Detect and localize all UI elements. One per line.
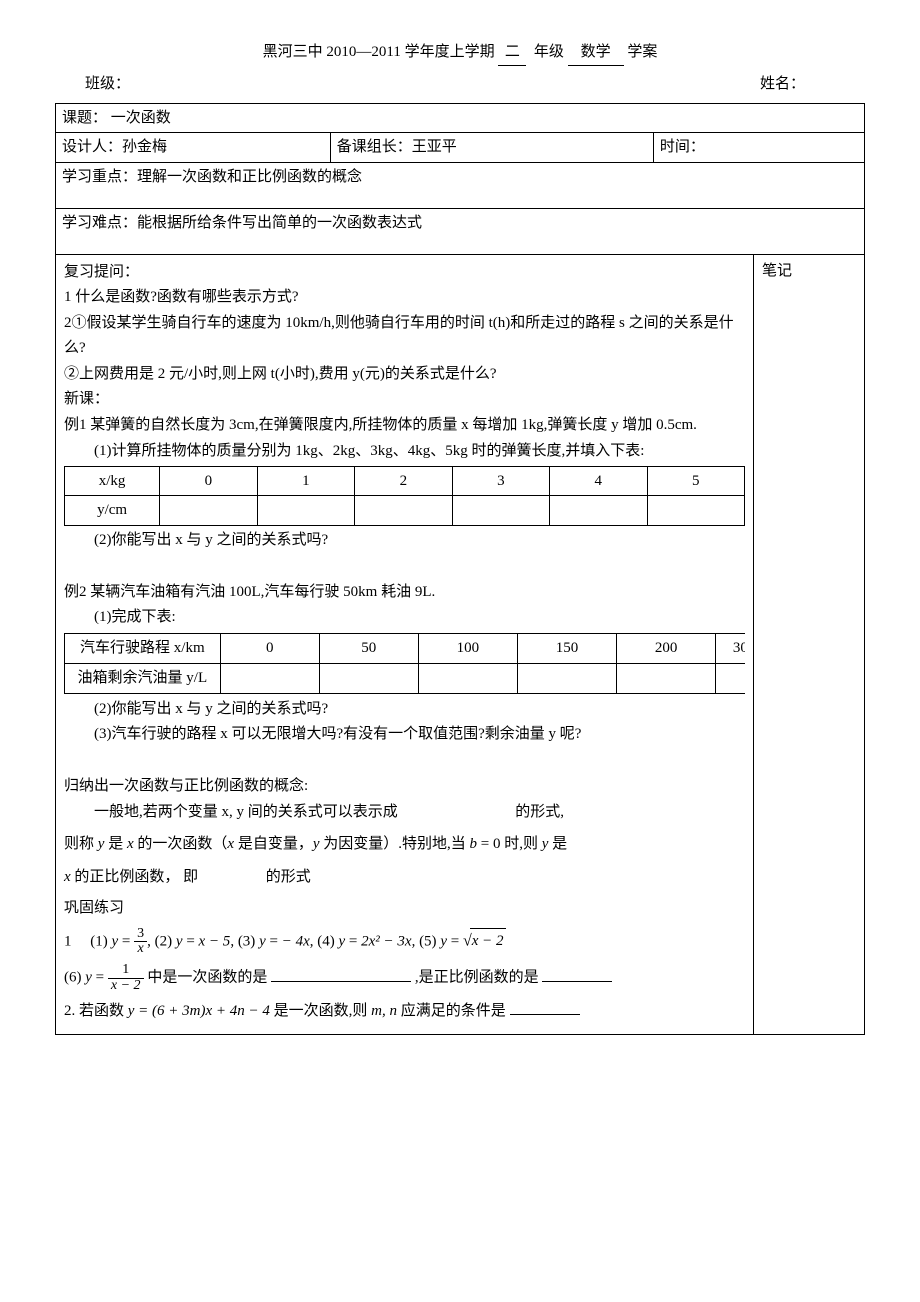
- meta-row: 设计人：孙金梅 备课组长：王亚平 时间：: [56, 133, 864, 163]
- t2-cell: 50: [319, 634, 418, 664]
- answer-blank[interactable]: [271, 981, 411, 982]
- t1-cell: 2: [355, 466, 452, 496]
- main-content-row: 复习提问： 1 什么是函数?函数有哪些表示方式? 2①假设某学生骑自行车的速度为…: [56, 255, 864, 1035]
- time-cell: 时间：: [654, 133, 864, 162]
- t2-r1-label: 汽车行驶路程 x/km: [65, 634, 221, 664]
- topic-label: 课题：: [62, 110, 107, 126]
- ex2-part1: (1)完成下表:: [64, 605, 745, 630]
- ex2-part3: (3)汽车行驶的路程 x 可以无限增大吗?有没有一个取值范围?剩余油量 y 呢?: [64, 722, 745, 747]
- fraction-icon: 3x: [134, 927, 147, 957]
- spring-table: x/kg 0 1 2 3 4 5 y/cm: [64, 466, 745, 527]
- practice-q1-line2: (6) y = 1x − 2 中是一次函数的是 ,是正比例函数的是: [64, 963, 745, 993]
- leader-cell: 备课组长：王亚平: [331, 133, 654, 162]
- answer-blank[interactable]: [542, 981, 612, 982]
- t2-cell: 0: [220, 634, 319, 664]
- ex2-intro: 例2 某辆汽车油箱有汽油 100L,汽车每行驶 50km 耗油 9L.: [64, 580, 745, 605]
- summary-line2: 则称 y 是 x 的一次函数（x 是自变量，y 为因变量）.特别地,当 b = …: [64, 832, 745, 857]
- fraction-icon: 1x − 2: [108, 963, 144, 993]
- notes-column: 笔记: [754, 255, 864, 1035]
- t2-cell: 150: [517, 634, 616, 664]
- summary-heading: 归纳出一次函数与正比例函数的概念:: [64, 774, 745, 799]
- table-row: 油箱剩余汽油量 y/L: [65, 663, 746, 693]
- keypoint-row: 学习重点：理解一次函数和正比例函数的概念: [56, 163, 864, 209]
- ex1-part1: (1)计算所挂物体的质量分别为 1kg、2kg、3kg、4kg、5kg 时的弹簧…: [64, 439, 745, 464]
- t1-cell: 1: [257, 466, 354, 496]
- student-info-row: 班级： 姓名：: [55, 72, 865, 97]
- practice-q2: 2. 若函数 y = (6 + 3m)x + 4n − 4 是一次函数,则 m,…: [64, 999, 745, 1024]
- designer-cell: 设计人：孙金梅: [56, 133, 331, 162]
- t1-r1-label: x/kg: [65, 466, 160, 496]
- subject-blank: 数学: [568, 40, 624, 66]
- page-title: 黑河三中 2010—2011 学年度上学期 二 年级 数学 学案: [55, 40, 865, 66]
- t1-cell: 0: [160, 466, 257, 496]
- practice-heading: 巩固练习: [64, 896, 745, 921]
- fuel-table: 汽车行驶路程 x/km 0 50 100 150 200 300 油箱剩余汽油量…: [64, 633, 745, 694]
- table-row: x/kg 0 1 2 3 4 5: [65, 466, 745, 496]
- ex2-part2: (2)你能写出 x 与 y 之间的关系式吗?: [64, 697, 745, 722]
- summary-line3: x 的正比例函数， 即 的形式: [64, 865, 745, 890]
- worksheet-frame: 课题： 一次函数 设计人：孙金梅 备课组长：王亚平 时间： 学习重点：理解一次函…: [55, 103, 865, 1036]
- review-q2b: ②上网费用是 2 元/小时,则上网 t(小时),费用 y(元)的关系式是什么?: [64, 362, 745, 387]
- t2-cell: 300: [716, 634, 745, 664]
- review-q1: 1 什么是函数?函数有哪些表示方式?: [64, 285, 745, 310]
- table-row: 汽车行驶路程 x/km 0 50 100 150 200 300: [65, 634, 746, 664]
- notes-label: 笔记: [762, 263, 792, 279]
- t1-r2-label: y/cm: [65, 496, 160, 526]
- t1-cell: 3: [452, 466, 549, 496]
- summary-line1: 一般地,若两个变量 x, y 间的关系式可以表示成 的形式,: [64, 800, 745, 825]
- review-heading: 复习提问：: [64, 260, 745, 285]
- t2-cell: 200: [617, 634, 716, 664]
- suffix: 学案: [627, 44, 657, 60]
- difficulty-row: 学习难点：能根据所给条件写出简单的一次函数表达式: [56, 209, 864, 255]
- topic-value: 一次函数: [111, 110, 171, 126]
- topic-row: 课题： 一次函数: [56, 104, 864, 134]
- ex1-intro: 例1 某弹簧的自然长度为 3cm,在弹簧限度内,所挂物体的质量 x 每增加 1k…: [64, 413, 745, 438]
- lesson-content: 复习提问： 1 什么是函数?函数有哪些表示方式? 2①假设某学生骑自行车的速度为…: [56, 255, 754, 1035]
- ex1-part2: (2)你能写出 x 与 y 之间的关系式吗?: [64, 528, 745, 553]
- grade-blank: 二: [498, 40, 526, 66]
- t1-cell: 4: [550, 466, 647, 496]
- class-label: 班级：: [55, 72, 130, 97]
- t2-r2-label: 油箱剩余汽油量 y/L: [65, 663, 221, 693]
- t1-cell: 5: [647, 466, 744, 496]
- t2-cell: 100: [418, 634, 517, 664]
- table-row: y/cm: [65, 496, 745, 526]
- practice-q1-line1: 1 (1) y = 3x, (2) y = x − 5, (3) y = − 4…: [64, 927, 745, 957]
- review-q2a: 2①假设某学生骑自行车的速度为 10km/h,则他骑自行车用的时间 t(h)和所…: [64, 311, 745, 361]
- newlesson-heading: 新课：: [64, 387, 745, 412]
- answer-blank[interactable]: [510, 1014, 580, 1015]
- name-label: 姓名：: [760, 72, 805, 97]
- school-name: 黑河三中 2010—2011 学年度上学期: [263, 44, 495, 60]
